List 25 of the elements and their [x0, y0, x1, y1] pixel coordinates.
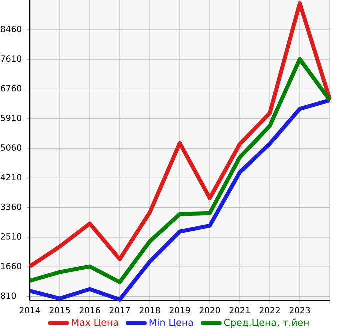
y-tick-label: 6760	[1, 85, 22, 92]
x-tick-label: 2019	[170, 307, 190, 314]
x-tick-label: 2018	[140, 307, 160, 314]
legend-label: Min Цена	[150, 318, 194, 328]
y-tick-label: 7610	[1, 56, 22, 62]
y-tick-label: 5910	[1, 114, 22, 122]
y-tick-label: 8460	[1, 26, 22, 32]
x-tick-label: 2014	[20, 307, 40, 314]
x-tick-label: 2023	[290, 307, 310, 314]
x-tick-label: 2015	[50, 307, 70, 314]
x-tick-label: 2022	[260, 307, 280, 314]
y-tick-label: 2510	[1, 233, 22, 240]
y-tick-label: 810	[1, 292, 16, 300]
legend-label: Сред.Цена, т.йен	[224, 318, 309, 328]
x-tick-label: 2020	[200, 307, 220, 314]
y-tick-label: 4210	[0, 174, 22, 181]
line-series	[28, 57, 332, 284]
line-series	[28, 1, 332, 269]
x-tick-label: 2021	[230, 307, 250, 314]
legend-label: Max Цена	[72, 319, 118, 328]
y-tick-label: 5060	[1, 144, 22, 151]
x-tick-label: 2016	[80, 307, 100, 314]
x-tick-label: 2017	[110, 307, 130, 314]
y-tick-label: 3360	[1, 204, 22, 210]
y-tick-label: 1660	[1, 263, 22, 270]
